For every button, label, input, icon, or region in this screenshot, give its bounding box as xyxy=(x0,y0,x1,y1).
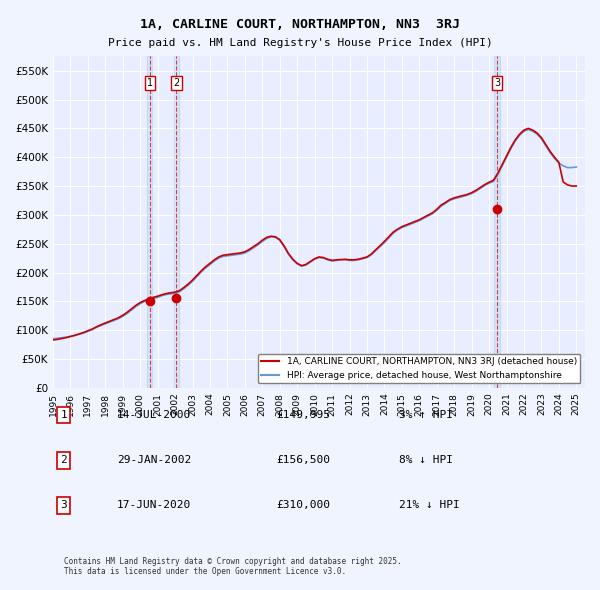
Text: 2: 2 xyxy=(173,78,179,88)
Text: 3: 3 xyxy=(494,78,500,88)
Text: Contains HM Land Registry data © Crown copyright and database right 2025.
This d: Contains HM Land Registry data © Crown c… xyxy=(64,556,401,576)
Text: £149,995: £149,995 xyxy=(277,410,331,420)
Text: 14-JUL-2000: 14-JUL-2000 xyxy=(117,410,191,420)
Text: 3: 3 xyxy=(60,500,67,510)
Text: Price paid vs. HM Land Registry's House Price Index (HPI): Price paid vs. HM Land Registry's House … xyxy=(107,38,493,48)
Text: 8% ↓ HPI: 8% ↓ HPI xyxy=(399,455,453,465)
Text: 2: 2 xyxy=(60,455,67,465)
Text: £156,500: £156,500 xyxy=(277,455,331,465)
Text: £310,000: £310,000 xyxy=(277,500,331,510)
Bar xyxy=(494,56,500,388)
Text: 1: 1 xyxy=(146,78,152,88)
Legend: 1A, CARLINE COURT, NORTHAMPTON, NN3 3RJ (detached house), HPI: Average price, de: 1A, CARLINE COURT, NORTHAMPTON, NN3 3RJ … xyxy=(258,353,580,384)
Bar xyxy=(174,56,179,388)
Text: 1: 1 xyxy=(60,410,67,420)
Text: 1A, CARLINE COURT, NORTHAMPTON, NN3  3RJ: 1A, CARLINE COURT, NORTHAMPTON, NN3 3RJ xyxy=(140,18,460,31)
Bar xyxy=(147,56,152,388)
Text: 29-JAN-2002: 29-JAN-2002 xyxy=(117,455,191,465)
Text: 21% ↓ HPI: 21% ↓ HPI xyxy=(399,500,460,510)
Text: 17-JUN-2020: 17-JUN-2020 xyxy=(117,500,191,510)
Text: 3% ↑ HPI: 3% ↑ HPI xyxy=(399,410,453,420)
